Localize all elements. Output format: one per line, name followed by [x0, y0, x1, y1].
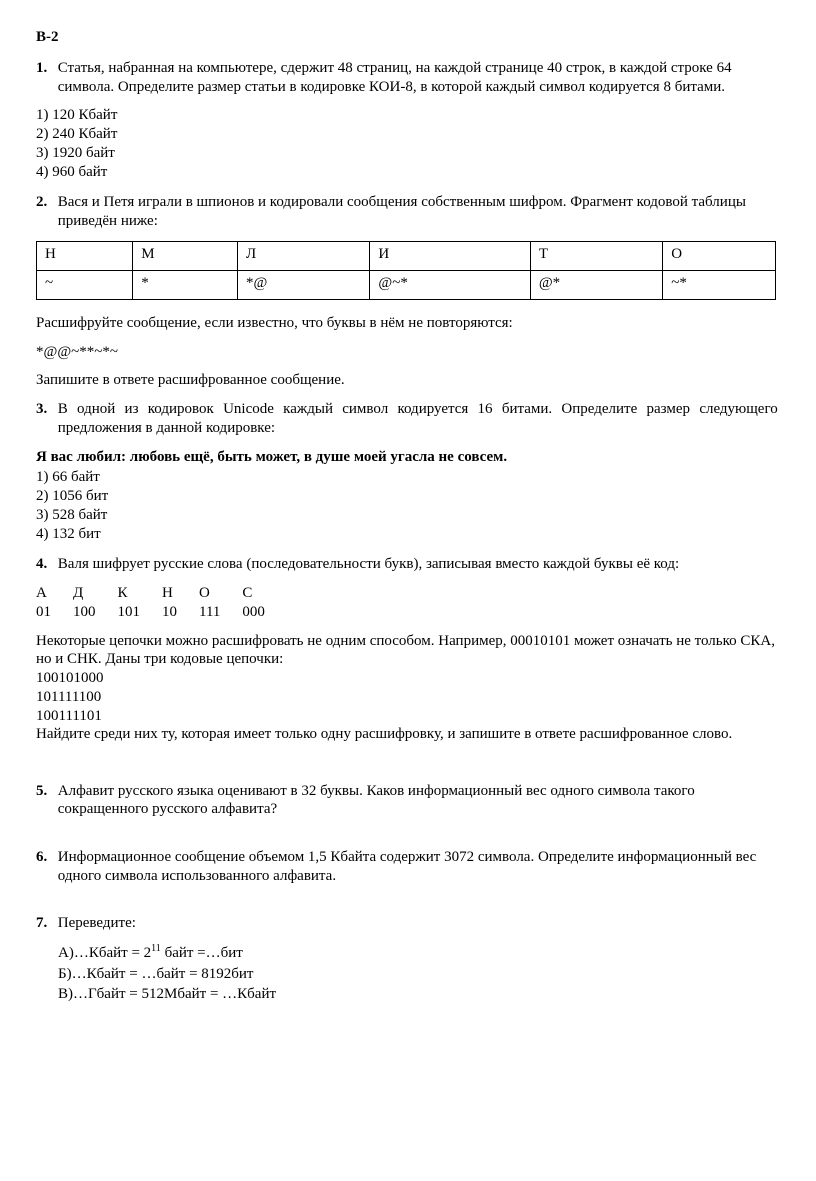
q2-r1c1: Н [37, 241, 133, 270]
q5-text: Алфавит русского языка оценивают в 32 бу… [58, 782, 778, 820]
doc-title: В-2 [36, 28, 780, 47]
q7-a-exp: 11 [151, 943, 161, 954]
q2-r1c4: И [370, 241, 530, 270]
q4-l3: К [118, 584, 163, 603]
q4-text: Валя шифрует русские слова (последовател… [58, 555, 778, 574]
q1-a1: 1) 120 Кбайт [36, 106, 780, 125]
q4-l4: Н [162, 584, 199, 603]
q2-after1: Расшифруйте сообщение, если известно, чт… [36, 314, 780, 333]
q2-r1c5: Т [530, 241, 662, 270]
question-6: 6. Информационное сообщение объемом 1,5 … [36, 848, 780, 886]
q7-num: 7. [36, 914, 54, 933]
q7-a-pre: А)…Кбайт = 2 [58, 945, 151, 961]
q2-r2c4: @~* [370, 270, 530, 299]
q3-sentence: Я вас любил: любовь ещё, быть может, в д… [36, 448, 780, 467]
q4-l1: А [36, 584, 73, 603]
q4-chain2: 101111100 [36, 688, 780, 707]
q4-c2: 100 [73, 603, 118, 622]
question-5: 5. Алфавит русского языка оценивают в 32… [36, 782, 780, 820]
q3-a2: 2) 1056 бит [36, 487, 780, 506]
q2-row2: ~ * *@ @~* @* ~* [37, 270, 776, 299]
q3-a1: 1) 66 байт [36, 468, 780, 487]
q3-a4: 4) 132 бит [36, 525, 780, 544]
q4-codes-row: 01 100 101 10 111 000 [36, 603, 287, 622]
question-4: 4. Валя шифрует русские слова (последова… [36, 555, 780, 574]
q3-text: В одной из кодировок Unicode каждый симв… [58, 400, 778, 438]
q2-r1c2: М [133, 241, 238, 270]
q2-r2c5: @* [530, 270, 662, 299]
q2-r2c2: * [133, 270, 238, 299]
q4-c6: 000 [242, 603, 287, 622]
q4-num: 4. [36, 555, 54, 574]
q6-text: Информационное сообщение объемом 1,5 Кба… [58, 848, 778, 886]
q4-table: А Д К Н О С 01 100 101 10 111 000 [36, 584, 287, 622]
q2-r2c1: ~ [37, 270, 133, 299]
q4-p1: Некоторые цепочки можно расшифровать не … [36, 632, 780, 670]
q4-p2: Найдите среди них ту, которая имеет толь… [36, 725, 780, 744]
q2-code: *@@~**~*~ [36, 343, 780, 362]
question-1: 1. Статья, набранная на компьютере, сдер… [36, 59, 780, 97]
q7-a-post: байт =…бит [161, 945, 243, 961]
q4-c4: 10 [162, 603, 199, 622]
q2-after2: Запишите в ответе расшифрованное сообщен… [36, 371, 780, 390]
q7-v: В)…Гбайт = 512Мбайт = …Кбайт [58, 985, 780, 1004]
q1-num: 1. [36, 59, 54, 78]
q2-text: Вася и Петя играли в шпионов и кодировал… [58, 193, 778, 231]
q7-text: Переведите: [58, 914, 778, 933]
q2-row1: Н М Л И Т О [37, 241, 776, 270]
q1-text: Статья, набранная на компьютере, сдер­жи… [58, 59, 778, 97]
q1-a4: 4) 960 байт [36, 163, 780, 182]
q3-answers: 1) 66 байт 2) 1056 бит 3) 528 байт 4) 13… [36, 468, 780, 543]
question-2: 2. Вася и Петя играли в шпионов и кодиро… [36, 193, 780, 231]
q1-a3: 3) 1920 байт [36, 144, 780, 163]
q7-items: А)…Кбайт = 211 байт =…бит Б)…Кбайт = …ба… [36, 943, 780, 1004]
q2-r1c3: Л [238, 241, 370, 270]
q7-a: А)…Кбайт = 211 байт =…бит [58, 943, 780, 963]
question-3: 3. В одной из кодировок Unicode каждый с… [36, 400, 780, 438]
q4-l2: Д [73, 584, 118, 603]
q5-num: 5. [36, 782, 54, 801]
q2-num: 2. [36, 193, 54, 212]
question-7: 7. Переведите: [36, 914, 780, 933]
q4-l5: О [199, 584, 242, 603]
q4-letters-row: А Д К Н О С [36, 584, 287, 603]
q4-c5: 111 [199, 603, 242, 622]
q1-a2: 2) 240 Кбайт [36, 125, 780, 144]
q3-num: 3. [36, 400, 54, 419]
q1-answers: 1) 120 Кбайт 2) 240 Кбайт 3) 1920 байт 4… [36, 106, 780, 181]
q4-l6: С [242, 584, 287, 603]
q3-a3: 3) 528 байт [36, 506, 780, 525]
q2-r2c3: *@ [238, 270, 370, 299]
q2-table: Н М Л И Т О ~ * *@ @~* @* ~* [36, 241, 776, 300]
q6-num: 6. [36, 848, 54, 867]
q4-c3: 101 [118, 603, 163, 622]
q4-chain1: 100101000 [36, 669, 780, 688]
q2-r1c6: О [663, 241, 776, 270]
q7-b: Б)…Кбайт = …байт = 8192бит [58, 965, 780, 984]
q4-chain3: 100111101 [36, 707, 780, 726]
q2-r2c6: ~* [663, 270, 776, 299]
q4-c1: 01 [36, 603, 73, 622]
